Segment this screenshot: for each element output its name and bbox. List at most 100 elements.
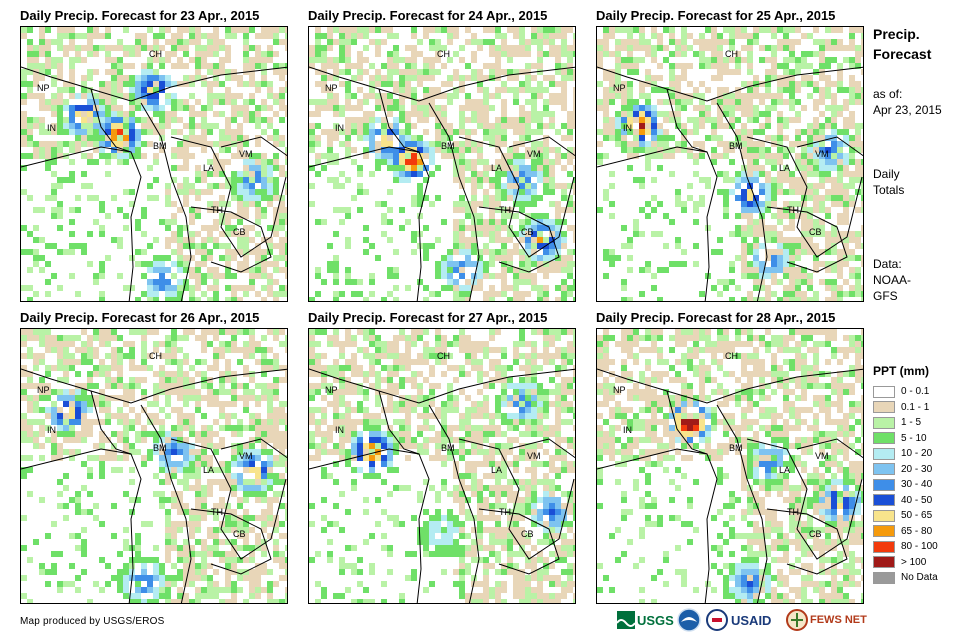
legend-title: PPT (mm) bbox=[873, 364, 930, 378]
country-label: LA bbox=[491, 465, 503, 475]
panel-title-4: Daily Precip. Forecast for 26 Apr., 2015 bbox=[20, 310, 260, 325]
legend-label: 80 - 100 bbox=[901, 541, 938, 553]
border-line bbox=[21, 146, 142, 301]
border-line bbox=[508, 136, 575, 157]
border-line bbox=[508, 438, 575, 459]
usaid-logo: USAID bbox=[706, 606, 771, 634]
legend-item: 20 - 30 bbox=[873, 462, 938, 478]
legend-item: 10 - 20 bbox=[873, 446, 938, 462]
border-line bbox=[796, 136, 863, 157]
border-line bbox=[220, 438, 287, 459]
border-line bbox=[597, 146, 718, 301]
country-label: CB bbox=[809, 227, 822, 237]
legend-label: 0.1 - 1 bbox=[901, 401, 930, 413]
country-label: BM bbox=[729, 443, 743, 453]
country-label: BM bbox=[441, 443, 455, 453]
panel-title-3: Daily Precip. Forecast for 25 Apr., 2015 bbox=[596, 8, 836, 23]
legend-label: 30 - 40 bbox=[901, 479, 933, 491]
legend-swatch bbox=[873, 401, 895, 414]
country-label: VM bbox=[239, 149, 253, 159]
country-label: CB bbox=[521, 529, 534, 539]
noaa-logo bbox=[677, 606, 701, 634]
country-label: TH bbox=[787, 205, 799, 215]
map-panel-5: CH NP IN BM VM LA TH CB bbox=[308, 328, 576, 604]
panel-title-2: Daily Precip. Forecast for 24 Apr., 2015 bbox=[308, 8, 548, 23]
border-line bbox=[190, 508, 272, 575]
legend-swatch bbox=[873, 463, 895, 476]
country-label: CH bbox=[149, 49, 162, 59]
legend-label: 40 - 50 bbox=[901, 494, 933, 506]
border-line bbox=[478, 508, 560, 575]
country-label: NP bbox=[613, 385, 626, 395]
legend: PPT (mm) 0 - 0.1 0.1 - 1 1 - 5 5 - 10 10 - 2… bbox=[873, 364, 938, 586]
border-line bbox=[140, 102, 192, 301]
panel-title-1: Daily Precip. Forecast for 23 Apr., 2015 bbox=[20, 8, 260, 23]
country-label: TH bbox=[499, 205, 511, 215]
border-line bbox=[666, 390, 708, 455]
border-line bbox=[309, 368, 575, 404]
border-line bbox=[746, 438, 863, 560]
country-label: CB bbox=[233, 227, 246, 237]
country-label: IN bbox=[335, 123, 344, 133]
legend-swatch bbox=[873, 571, 895, 584]
map-panel-6: CH NP IN BM VM LA TH CB bbox=[596, 328, 864, 604]
credit-text: Map produced by USGS/EROS bbox=[20, 616, 165, 627]
panel-title-5: Daily Precip. Forecast for 27 Apr., 2015 bbox=[308, 310, 548, 325]
country-label: BM bbox=[153, 443, 167, 453]
country-label: CH bbox=[149, 351, 162, 361]
usgs-wave-icon bbox=[617, 611, 635, 629]
country-label: LA bbox=[779, 465, 791, 475]
country-label: IN bbox=[623, 123, 632, 133]
country-label: NP bbox=[37, 385, 50, 395]
precip-field bbox=[597, 27, 863, 301]
panel-title-6: Daily Precip. Forecast for 28 Apr., 2015 bbox=[596, 310, 836, 325]
border-line bbox=[190, 206, 272, 273]
legend-swatch bbox=[873, 494, 895, 507]
legend-item: 1 - 5 bbox=[873, 415, 938, 431]
country-label: LA bbox=[203, 465, 215, 475]
map-panel-4: CH NP IN BM VM LA TH CB bbox=[20, 328, 288, 604]
legend-swatch bbox=[873, 540, 895, 553]
border-line bbox=[90, 88, 132, 153]
country-label: VM bbox=[815, 149, 829, 159]
usaid-seal-icon bbox=[706, 609, 728, 631]
country-label: TH bbox=[211, 205, 223, 215]
legend-label: 50 - 65 bbox=[901, 510, 933, 522]
noaa-bird-icon bbox=[677, 608, 701, 632]
border-line bbox=[309, 66, 575, 102]
map-panel-3: CH NP IN BM VM LA TH CB bbox=[596, 26, 864, 302]
country-label: BM bbox=[441, 141, 455, 151]
precip-field bbox=[597, 329, 863, 603]
legend-item: 0 - 0.1 bbox=[873, 384, 938, 400]
precip-field bbox=[21, 27, 287, 301]
legend-item: 0.1 - 1 bbox=[873, 400, 938, 416]
border-line bbox=[170, 136, 287, 258]
border-line bbox=[170, 438, 287, 560]
border-line bbox=[666, 88, 708, 153]
legend-label: 5 - 10 bbox=[901, 432, 927, 444]
border-line bbox=[766, 508, 848, 575]
legend-swatch bbox=[873, 447, 895, 460]
legend-swatch bbox=[873, 432, 895, 445]
legend-item: 40 - 50 bbox=[873, 493, 938, 509]
legend-item: 50 - 65 bbox=[873, 508, 938, 524]
legend-label: No Data bbox=[901, 572, 938, 584]
border-line bbox=[140, 404, 192, 603]
legend-label: 1 - 5 bbox=[901, 417, 922, 429]
asof-block: as of: Apr 23, 2015 bbox=[873, 87, 942, 117]
border-line bbox=[597, 66, 863, 102]
country-label: VM bbox=[239, 451, 253, 461]
country-label: CH bbox=[437, 49, 450, 59]
map-panel-2: CH NP IN BM VM LA TH CB bbox=[308, 26, 576, 302]
country-label: NP bbox=[325, 385, 338, 395]
legend-item: 30 - 40 bbox=[873, 477, 938, 493]
legend-label: 0 - 0.1 bbox=[901, 386, 930, 398]
country-label: BM bbox=[153, 141, 167, 151]
country-label: CH bbox=[437, 351, 450, 361]
border-line bbox=[21, 368, 287, 404]
country-label: CB bbox=[233, 529, 246, 539]
border-line bbox=[458, 136, 575, 258]
legend-item: > 100 bbox=[873, 555, 938, 571]
legend-label: 10 - 20 bbox=[901, 448, 933, 460]
country-label: VM bbox=[815, 451, 829, 461]
